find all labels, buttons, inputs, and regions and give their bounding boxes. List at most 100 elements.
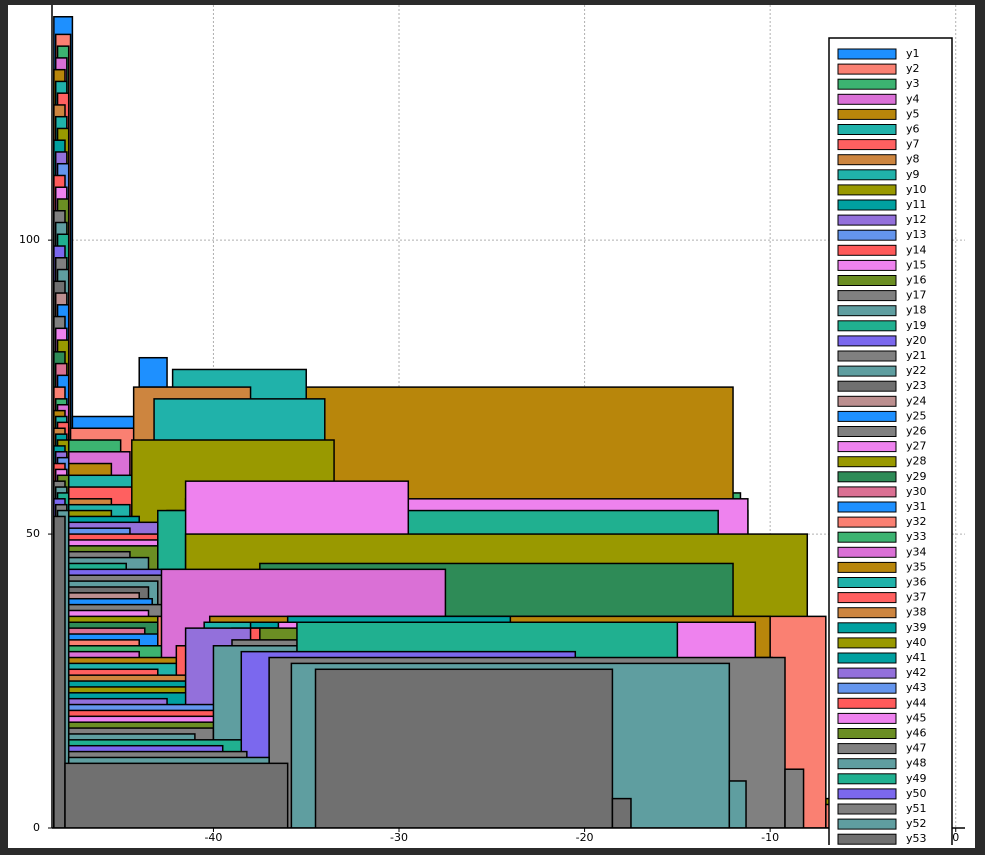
legend-label: y20 xyxy=(906,334,927,347)
legend-label: y26 xyxy=(906,425,927,438)
legend-swatch xyxy=(837,48,897,60)
y-tick-label: 0 xyxy=(33,821,40,834)
legend-swatch xyxy=(837,365,897,377)
legend-label: y48 xyxy=(906,757,927,770)
legend-swatch xyxy=(837,486,897,498)
legend-label: y1 xyxy=(906,47,920,60)
legend-label: y23 xyxy=(906,379,927,392)
legend-label: y10 xyxy=(906,183,927,196)
legend-label: y17 xyxy=(906,289,927,302)
legend-label: y2 xyxy=(906,62,920,75)
legend-swatch xyxy=(837,93,897,105)
legend-label: y47 xyxy=(906,742,927,755)
legend-label: y33 xyxy=(906,530,927,543)
legend-label: y28 xyxy=(906,455,927,468)
legend-swatch xyxy=(837,803,897,815)
legend-label: y30 xyxy=(906,485,927,498)
legend-items: y1 y2 y3 y4 y5 y6 y7 y8 y9 y10 y11 y12 y13 y14 y15 y16 y… xyxy=(837,47,927,845)
legend-label: y14 xyxy=(906,243,927,256)
legend-swatch xyxy=(837,743,897,755)
legend-label: y39 xyxy=(906,621,927,634)
legend-swatch xyxy=(837,758,897,770)
bar xyxy=(611,797,632,828)
ticks: -40 -30 -20 -10 0 0 50 100 xyxy=(19,233,959,844)
legend-swatch xyxy=(837,184,897,196)
legend-label: y16 xyxy=(906,274,927,287)
legend-label: y11 xyxy=(906,198,927,211)
legend-swatch xyxy=(837,78,897,90)
x-tick-label: -30 xyxy=(390,831,408,844)
x-tick-label: -10 xyxy=(761,831,779,844)
legend-swatch xyxy=(837,169,897,181)
legend-swatch xyxy=(837,290,897,302)
legend-label: y40 xyxy=(906,636,927,649)
legend-swatch xyxy=(837,516,897,528)
legend-swatch xyxy=(837,712,897,724)
y-tick-label: 100 xyxy=(19,233,40,246)
legend-label: y7 xyxy=(906,138,920,151)
legend-label: y19 xyxy=(906,319,927,332)
x-tick-label: 0 xyxy=(952,831,959,844)
legend-swatch xyxy=(837,124,897,135)
legend-swatch xyxy=(837,244,897,256)
legend-swatch xyxy=(837,652,897,664)
legend-swatch xyxy=(837,592,897,604)
legend-swatch xyxy=(837,199,897,211)
legend-label: y4 xyxy=(906,92,920,105)
legend-label: y15 xyxy=(906,258,927,271)
legend-swatch xyxy=(837,833,897,845)
legend-swatch xyxy=(837,259,897,271)
legend-swatch xyxy=(837,501,897,513)
legend-label: y50 xyxy=(906,787,927,800)
legend-swatch xyxy=(837,607,897,619)
legend-swatch xyxy=(837,818,897,830)
legend-label: y27 xyxy=(906,440,927,453)
legend-label: y44 xyxy=(906,696,927,709)
legend-swatch xyxy=(837,471,897,483)
legend-swatch xyxy=(837,275,897,286)
legend-swatch xyxy=(837,622,897,634)
legend-label: y35 xyxy=(906,560,927,573)
bar xyxy=(728,780,747,828)
legend-label: y53 xyxy=(906,832,927,845)
legend-swatch xyxy=(837,214,897,226)
legend-swatch xyxy=(837,577,897,588)
legend-label: y51 xyxy=(906,802,927,815)
bar xyxy=(314,668,614,828)
legend-swatch xyxy=(837,395,897,407)
legend-label: y42 xyxy=(906,666,927,679)
legend-label: y52 xyxy=(906,817,927,830)
legend-label: y46 xyxy=(906,727,927,740)
legend-swatch xyxy=(837,139,897,151)
legend-wrap: y1 y2 y3 y4 y5 y6 y7 y8 y9 y10 y11 y12 y13 y14 y15 y16 y… xyxy=(828,37,953,845)
bar xyxy=(784,768,805,828)
legend-label: y32 xyxy=(906,515,927,528)
legend-label: y8 xyxy=(906,153,920,166)
legend-swatch xyxy=(837,320,897,332)
legend-swatch xyxy=(837,788,897,800)
legend-label: y13 xyxy=(906,228,927,241)
legend-label: y29 xyxy=(906,470,927,483)
legend-label: y22 xyxy=(906,364,927,377)
legend-swatch xyxy=(837,154,897,166)
legend-label: y18 xyxy=(906,304,927,317)
legend-label: y36 xyxy=(906,576,927,589)
legend-label: y3 xyxy=(906,77,920,90)
legend-swatch xyxy=(837,426,897,437)
legend-label: y43 xyxy=(906,681,927,694)
legend-swatch xyxy=(837,63,897,75)
legend-label: y38 xyxy=(906,606,927,619)
bar xyxy=(64,762,289,828)
legend-label: y49 xyxy=(906,772,927,785)
legend-swatch xyxy=(837,773,897,785)
legend-swatch xyxy=(837,350,897,362)
legend-swatch xyxy=(837,380,897,392)
x-tick-label: -20 xyxy=(576,831,594,844)
legend-swatch xyxy=(837,531,897,543)
x-tick-label: -40 xyxy=(204,831,222,844)
legend-swatch xyxy=(837,728,897,739)
legend-label: y45 xyxy=(906,711,927,724)
legend-swatch xyxy=(837,546,897,558)
